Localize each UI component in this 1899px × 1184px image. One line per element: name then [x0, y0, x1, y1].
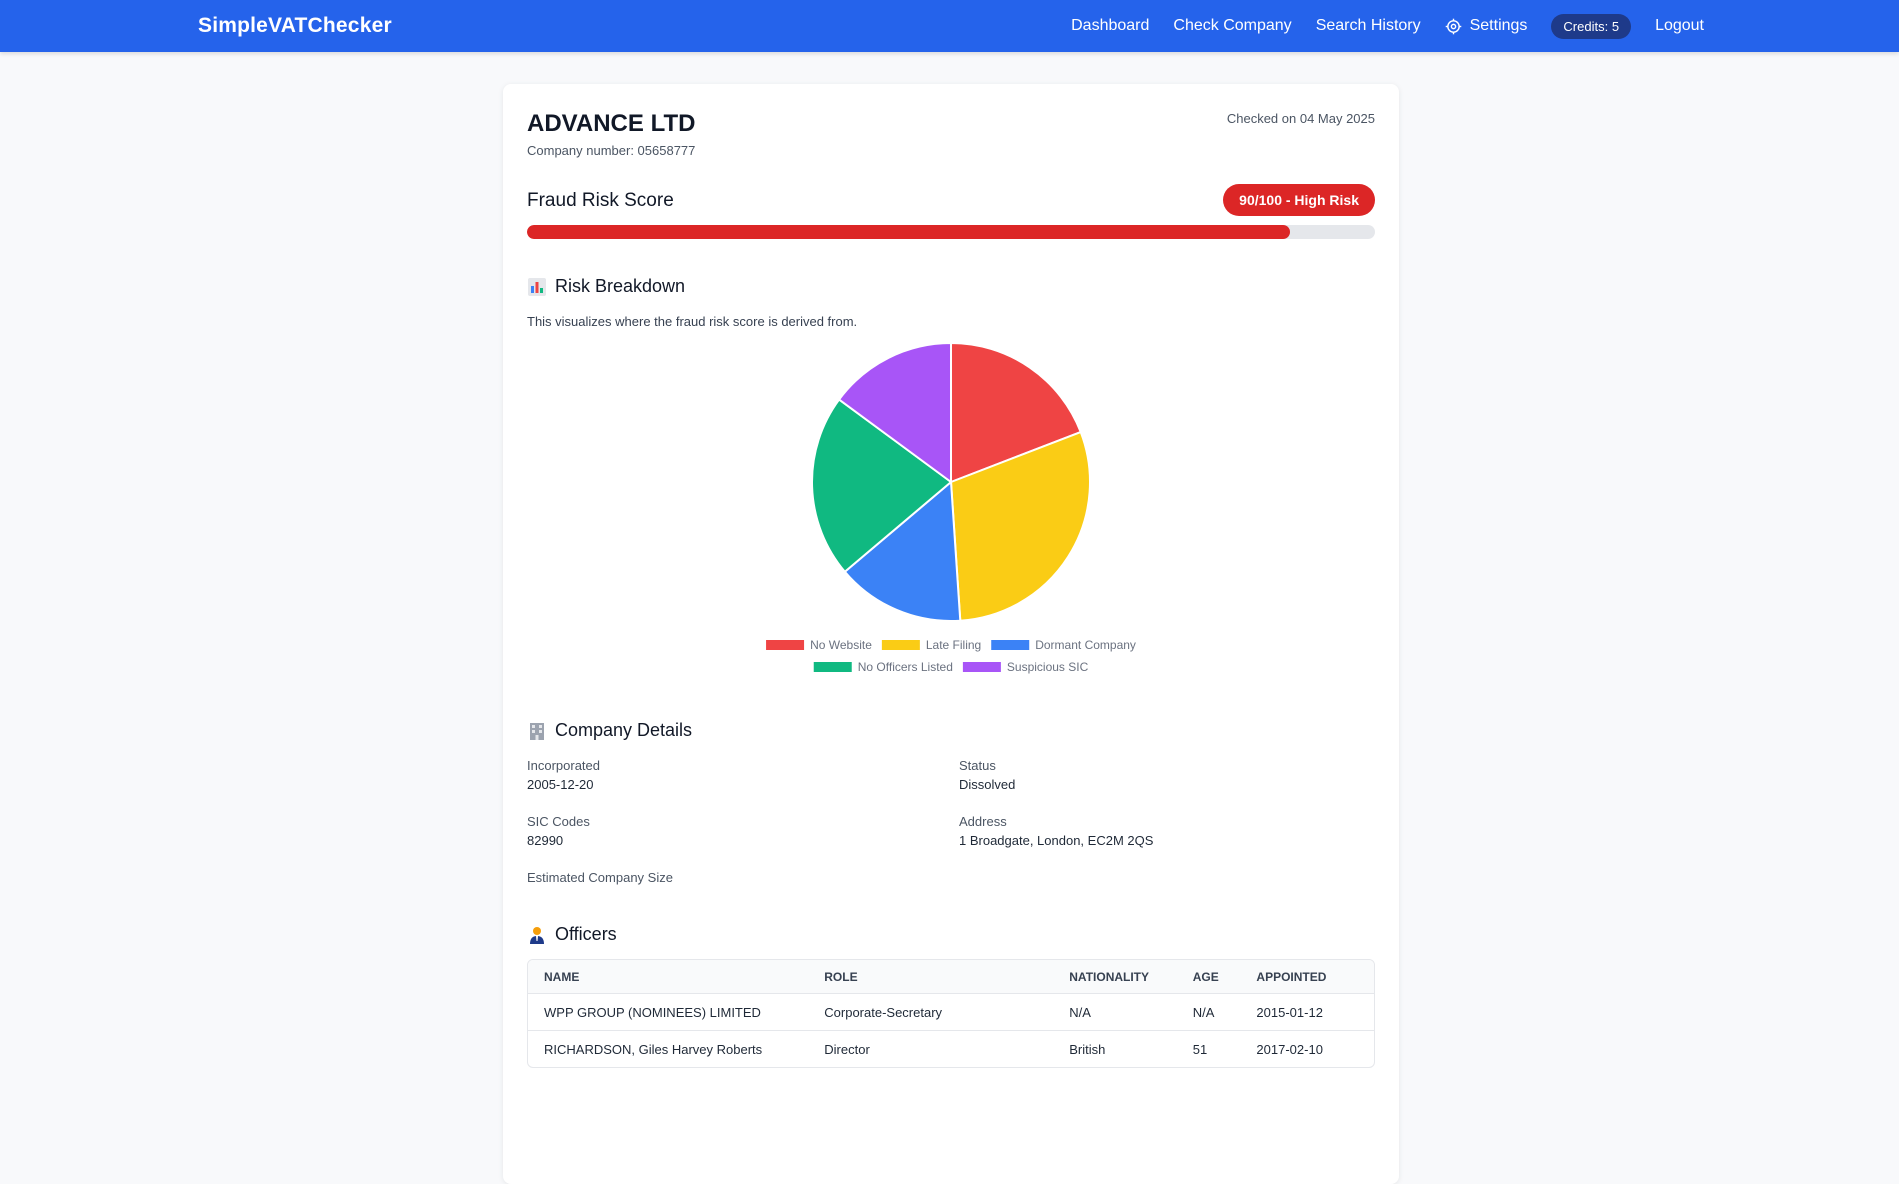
risk-breakdown-title: Risk Breakdown	[555, 276, 686, 296]
officer-role: Director	[824, 1041, 870, 1057]
nav-settings[interactable]: Settings	[1445, 17, 1528, 35]
risk-breakdown-heading: Risk Breakdown	[527, 276, 685, 297]
risk-pie-chart: No Website Late Filing Dormant Company No O…	[527, 341, 1375, 712]
company-number: Company number: 05658777	[527, 143, 696, 158]
pie-slice[interactable]	[843, 479, 962, 622]
officer-name: WPP GROUP (NOMINEES) LIMITED	[544, 1004, 761, 1020]
officer-age: N/A	[1192, 1004, 1215, 1020]
table-row: WPP GROUP (NOMINEES) LIMITED Corporate-S…	[528, 993, 1374, 1030]
officer-appointed: 2015-01-12	[1256, 1004, 1323, 1020]
sic-value: 82990	[527, 833, 564, 848]
status-detail: Status Dissolved	[959, 758, 1015, 792]
officer-nationality: N/A	[1069, 1004, 1091, 1020]
company-size-detail: Estimated Company Size	[527, 870, 673, 885]
legend-swatch[interactable]	[881, 640, 920, 650]
pie-slice[interactable]	[837, 341, 952, 484]
legend-swatch[interactable]	[766, 640, 805, 650]
sic-label: SIC Codes	[527, 814, 590, 829]
pie-chart-svg: No Website Late Filing Dormant Company No O…	[766, 341, 1136, 674]
officer-nationality: British	[1069, 1041, 1106, 1057]
pie-slice[interactable]	[811, 398, 953, 574]
address-value: 1 Broadgate, London, EC2M 2QS	[959, 833, 1154, 848]
officer-name: RICHARDSON, Giles Harvey Roberts	[544, 1041, 763, 1057]
legend-label[interactable]: Dormant Company	[1035, 638, 1136, 652]
officers-table: NAME ROLE NATIONALITY AGE APPOINTED WPP …	[527, 959, 1375, 1068]
column-header-name[interactable]: NAME	[544, 969, 580, 984]
address-detail: Address 1 Broadgate, London, EC2M 2QS	[959, 814, 1153, 848]
officers-title: Officers	[555, 924, 617, 944]
column-header-nationality[interactable]: NATIONALITY	[1069, 969, 1150, 984]
legend-label[interactable]: Suspicious SIC	[1007, 660, 1089, 674]
gear-icon	[1445, 18, 1461, 34]
legend-swatch[interactable]	[962, 662, 1001, 672]
address-label: Address	[959, 814, 1007, 829]
nav-check-company[interactable]: Check Company	[1173, 17, 1292, 34]
risk-progress-fill	[527, 225, 1291, 239]
checked-on-date: Checked on 04 May 2025	[1226, 111, 1375, 126]
nav-logout[interactable]: Logout	[1655, 17, 1704, 34]
incorporated-value: 2005-12-20	[527, 777, 594, 792]
table-row: RICHARDSON, Giles Harvey Roberts Directo…	[528, 1030, 1374, 1067]
table-header-row: NAME ROLE NATIONALITY AGE APPOINTED	[528, 960, 1374, 993]
top-navbar: SimpleVATChecker Dashboard Check Company…	[0, 0, 1899, 52]
risk-progress-track	[527, 225, 1375, 239]
risk-score-badge: 90/100 - High Risk	[1223, 184, 1375, 216]
officer-role: Corporate-Secretary	[824, 1004, 943, 1020]
brand-logo[interactable]: SimpleVATChecker	[198, 14, 392, 37]
person-icon	[530, 926, 544, 944]
nav-links: Dashboard Check Company Search History S…	[1071, 0, 1704, 52]
pie-slice[interactable]	[950, 341, 1083, 484]
fraud-risk-title: Fraud Risk Score	[527, 190, 674, 211]
nav-dashboard[interactable]: Dashboard	[1071, 17, 1150, 34]
column-header-role[interactable]: ROLE	[824, 969, 858, 984]
sic-detail: SIC Codes 82990	[527, 814, 590, 848]
status-label: Status	[959, 758, 996, 773]
building-icon	[530, 722, 544, 740]
legend-swatch[interactable]	[991, 640, 1030, 650]
legend-swatch[interactable]	[813, 662, 852, 672]
incorporated-detail: Incorporated 2005-12-20	[527, 758, 600, 792]
officer-age: 51	[1192, 1041, 1208, 1057]
legend-label[interactable]: No Website	[810, 638, 872, 652]
status-value: Dissolved	[959, 777, 1016, 792]
legend-label[interactable]: Late Filing	[926, 638, 981, 652]
company-details-title: Company Details	[555, 720, 693, 740]
incorporated-label: Incorporated	[527, 758, 600, 773]
company-size-label: Estimated Company Size	[527, 870, 673, 885]
company-report-card: ADVANCE LTD Company number: 05658777 Che…	[503, 84, 1399, 1184]
nav-search-history[interactable]: Search History	[1315, 17, 1421, 34]
column-header-appointed[interactable]: APPOINTED	[1256, 969, 1327, 984]
company-name: ADVANCE LTD	[527, 110, 696, 137]
risk-breakdown-description: This visualizes where the fraud risk sco…	[527, 314, 858, 329]
column-header-age[interactable]: AGE	[1192, 969, 1219, 984]
bar-chart-icon	[528, 277, 546, 296]
pie-slice[interactable]	[949, 430, 1091, 622]
legend-label[interactable]: No Officers Listed	[858, 660, 953, 674]
officers-heading: Officers	[527, 924, 617, 945]
nav-settings-label: Settings	[1469, 17, 1528, 34]
company-details-heading: Company Details	[527, 720, 692, 741]
credits-badge: Credits: 5	[1551, 13, 1632, 39]
officer-appointed: 2017-02-10	[1256, 1041, 1323, 1057]
